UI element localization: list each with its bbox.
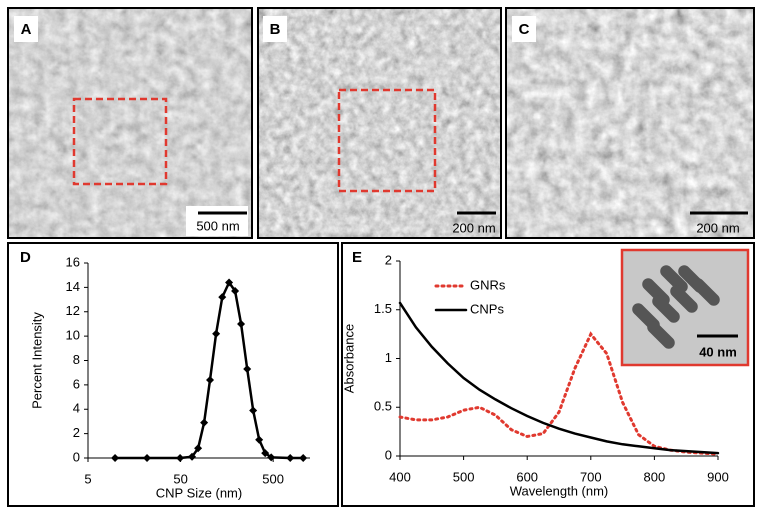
- marker: [212, 329, 221, 338]
- image-frame: [505, 7, 755, 239]
- image-frame: [257, 7, 502, 239]
- marker: [243, 365, 252, 374]
- marker: [231, 287, 240, 296]
- x-axis-label: Wavelength (nm): [510, 483, 609, 498]
- y-axis-label: Percent Intensity: [29, 312, 44, 409]
- marker: [237, 319, 246, 328]
- marker: [188, 452, 197, 461]
- nanorods: [632, 265, 720, 349]
- legend-label: GNRs: [470, 277, 506, 292]
- marker: [143, 454, 152, 462]
- x-tick-label: 5: [84, 471, 91, 486]
- data-line: [398, 301, 720, 455]
- panel-label: D: [20, 249, 31, 266]
- y-tick-label: 0.5: [374, 399, 392, 414]
- legend-label: CNPs: [470, 301, 504, 316]
- y-tick-label: 0: [385, 447, 392, 462]
- marker: [194, 444, 203, 453]
- y-tick-label: 1: [385, 350, 392, 365]
- x-tick-label: 400: [389, 469, 411, 484]
- marker: [225, 278, 234, 287]
- inset: 40 nm: [620, 248, 750, 367]
- y-tick-label: 0: [73, 449, 80, 464]
- panel-label: E: [352, 249, 362, 266]
- zoom-box: [72, 97, 168, 186]
- rod: [670, 285, 698, 313]
- panel-b: B 200 nm: [257, 7, 502, 239]
- label-box: [512, 16, 536, 42]
- y-tick-label: 2: [385, 252, 392, 267]
- image-frame: [7, 7, 253, 239]
- marker: [267, 453, 276, 462]
- panel-c: C 200 nm: [505, 7, 755, 239]
- y-tick-label: 8: [73, 352, 80, 367]
- marker: [200, 418, 209, 427]
- y-tick-label: 14: [66, 279, 80, 294]
- marker: [299, 454, 308, 462]
- y-tick-label: 10: [66, 328, 80, 343]
- y-tick-label: 16: [66, 254, 80, 269]
- x-tick-label: 600: [516, 469, 538, 484]
- y-tick-label: 1.5: [374, 301, 392, 316]
- marker: [255, 435, 264, 444]
- panel-label: B: [270, 21, 281, 38]
- zoom-box: [337, 88, 437, 193]
- x-tick-label: 500: [262, 471, 284, 486]
- tem-image: [7, 7, 253, 239]
- y-tick-label: 12: [66, 303, 80, 318]
- tem-image: [506, 8, 754, 238]
- rod: [647, 321, 675, 349]
- marker: [286, 454, 295, 462]
- marker: [218, 293, 227, 302]
- scale-label: 500 nm: [196, 218, 239, 233]
- rod: [692, 278, 720, 306]
- scale-label: 200 nm: [452, 220, 495, 235]
- label-box: [14, 16, 38, 42]
- x-tick-label: 900: [707, 469, 729, 484]
- x-tick-label: 500: [453, 469, 475, 484]
- x-tick-label: 800: [644, 469, 666, 484]
- panel-frame: [341, 242, 755, 507]
- x-tick-label: 50: [173, 471, 187, 486]
- marker: [249, 406, 258, 415]
- rod: [660, 265, 688, 293]
- scale-label: 200 nm: [696, 220, 739, 235]
- panel-label: C: [519, 21, 530, 38]
- x-axis-label: CNP Size (nm): [156, 485, 242, 500]
- scale-box: [186, 206, 248, 236]
- panel-frame: [7, 242, 339, 507]
- marker: [111, 454, 120, 462]
- tem-image: [258, 8, 501, 238]
- y-tick-label: 4: [73, 401, 80, 416]
- x-tick-label: 700: [580, 469, 602, 484]
- panel-a: A 500 nm: [7, 7, 253, 239]
- label-box: [263, 16, 287, 42]
- panel-label: A: [21, 21, 32, 38]
- inset-scale-label: 40 nm: [699, 344, 737, 359]
- marker: [176, 454, 185, 462]
- rod: [652, 295, 680, 323]
- y-tick-label: 2: [73, 425, 80, 440]
- marker: [206, 376, 215, 384]
- y-axis-label: Absorbance: [341, 324, 356, 393]
- marker: [261, 449, 270, 458]
- y-tick-label: 6: [73, 376, 80, 391]
